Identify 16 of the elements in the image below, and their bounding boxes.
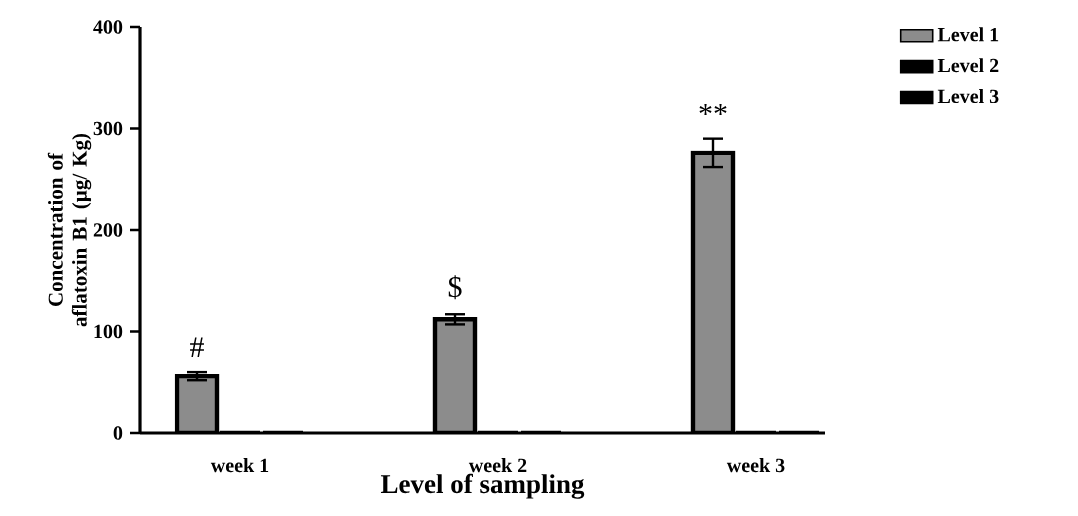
y-tick-label: 400 xyxy=(93,20,123,34)
y-tick-label: 100 xyxy=(94,324,123,339)
annotation: ** xyxy=(699,103,727,115)
x-tick-label: week 1 xyxy=(210,458,269,473)
annotation: $ xyxy=(448,275,462,300)
x-tick-label: week 3 xyxy=(726,458,785,473)
x-axis-title: Level of sampling xyxy=(380,473,585,499)
y-tick-label: 200 xyxy=(93,223,123,237)
x-tick-label: week 2 xyxy=(468,458,527,473)
y-axis-title: Concentration of aflatoxin B1 (µg/ Kg) xyxy=(47,133,92,327)
y-tick-label: 0 xyxy=(113,426,123,440)
annotation: # xyxy=(190,337,204,358)
legend-label: Level 1 xyxy=(937,27,999,42)
y-tick-label: 300 xyxy=(93,121,123,136)
legend-label: Level 2 xyxy=(937,58,999,73)
legend-label: Level 3 xyxy=(937,89,999,104)
